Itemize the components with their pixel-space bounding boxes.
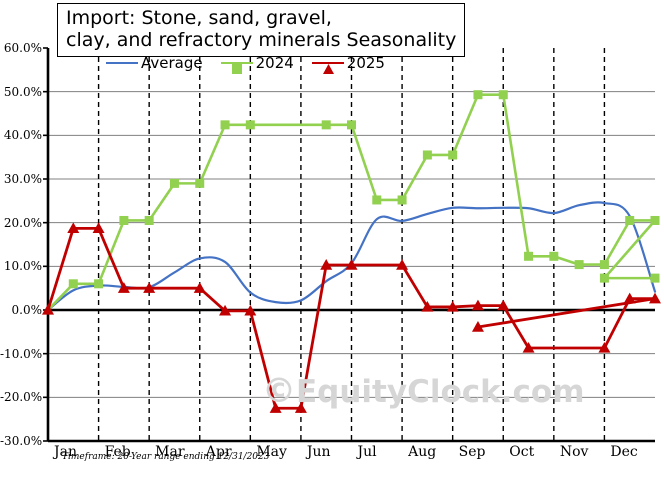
data-point-2024 xyxy=(347,120,356,130)
x-axis-tick-label: Feb xyxy=(104,444,131,460)
data-point-2024 xyxy=(397,195,407,205)
chart-title-line-2: clay, and refractory minerals Seasonalit… xyxy=(66,29,457,51)
data-point-2024 xyxy=(68,279,78,289)
data-point-2025 xyxy=(117,282,130,293)
legend-label-average: Average xyxy=(141,54,203,72)
y-axis-tick-label: 60.0% xyxy=(3,41,42,55)
y-axis-tick-label: 30.0% xyxy=(3,172,42,186)
data-point-2024 xyxy=(321,120,331,130)
data-point-2024 xyxy=(650,215,660,225)
series-line-2025 xyxy=(46,226,657,410)
data-point-2025 xyxy=(244,304,257,316)
x-axis-tick-label: Mar xyxy=(155,444,185,460)
data-point-2025 xyxy=(497,299,510,311)
data-point-2024 xyxy=(524,251,534,261)
data-point-2025 xyxy=(471,321,484,332)
y-axis-tick-label: 0.0% xyxy=(11,303,43,317)
data-point-2024 xyxy=(245,120,255,130)
data-point-2025 xyxy=(193,282,206,293)
data-point-2025 xyxy=(598,341,611,353)
data-point-2024 xyxy=(574,260,584,270)
data-point-2025 xyxy=(42,304,54,315)
legend-swatch-2025 xyxy=(311,56,344,74)
data-point-2024 xyxy=(625,215,635,225)
legend-item-2024[interactable]: 2024 xyxy=(220,54,294,74)
y-axis-tick-label: 10.0% xyxy=(3,259,42,274)
data-point-2025 xyxy=(471,299,484,311)
data-point-2024 xyxy=(372,195,382,205)
y-axis-tick-label: 50.0% xyxy=(3,84,42,99)
data-point-2024 xyxy=(169,178,179,188)
x-axis-tick-label: Aug xyxy=(408,444,437,460)
chart-footnote: Timeframe: 20-Year range ending 12/31/20… xyxy=(62,452,270,462)
data-point-2024 xyxy=(650,273,660,283)
data-point-2025 xyxy=(446,300,459,312)
x-axis-tick-label: Apr xyxy=(205,444,232,460)
x-axis-tick-label: Sep xyxy=(458,444,486,460)
data-point-2024 xyxy=(220,120,230,130)
chart-legend: Average 2024 2025 xyxy=(106,54,385,74)
x-axis-tick-label: Jan xyxy=(54,444,77,460)
data-point-2024 xyxy=(473,90,483,100)
data-point-2024 xyxy=(498,90,508,100)
data-point-2024 xyxy=(144,215,154,225)
chart-title-line-1: Import: Stone, sand, gravel, xyxy=(66,7,332,29)
x-axis-tick-label: Nov xyxy=(559,444,589,460)
data-point-2025 xyxy=(649,292,661,304)
data-point-2025 xyxy=(421,300,434,312)
x-axis-tick-label: May xyxy=(256,444,287,460)
y-axis-tick-label: -20.0% xyxy=(0,390,43,405)
legend-item-2025[interactable]: 2025 xyxy=(311,54,385,74)
legend-swatch-average xyxy=(106,56,138,70)
data-point-2024 xyxy=(599,260,609,270)
x-axis-tick-label: Dec xyxy=(610,444,638,460)
data-point-2025 xyxy=(623,292,636,304)
legend-swatch-2024 xyxy=(220,56,253,74)
data-point-2025 xyxy=(219,304,232,316)
data-point-2024 xyxy=(422,150,432,160)
square-marker-icon xyxy=(231,59,242,78)
data-point-2025 xyxy=(92,222,105,234)
x-axis-tick-label: Jul xyxy=(357,444,377,460)
data-point-2025 xyxy=(396,259,409,270)
data-point-2025 xyxy=(143,282,156,293)
data-point-2024 xyxy=(94,279,104,289)
data-point-2024 xyxy=(448,150,458,160)
triangle-marker-icon xyxy=(322,59,334,78)
data-point-2024 xyxy=(195,178,205,188)
x-axis-tick-label: Jun xyxy=(306,444,331,460)
data-point-2025 xyxy=(67,222,80,234)
data-point-2024 xyxy=(119,215,129,225)
data-point-2024 xyxy=(549,251,559,261)
y-axis-tick-label: 20.0% xyxy=(3,215,42,230)
data-point-2025 xyxy=(320,259,333,270)
legend-label-2025: 2025 xyxy=(346,54,385,72)
data-point-2025 xyxy=(522,341,535,353)
data-point-2025 xyxy=(345,259,358,270)
x-axis-tick-label: Oct xyxy=(509,444,535,460)
legend-item-average[interactable]: Average xyxy=(106,54,203,72)
legend-label-2024: 2024 xyxy=(255,54,294,72)
chart-title-box: Import: Stone, sand, gravel, clay, and r… xyxy=(57,3,466,57)
data-point-2025 xyxy=(294,402,307,413)
data-point-2025 xyxy=(269,402,282,413)
y-axis-tick-label: -10.0% xyxy=(0,346,43,361)
y-axis-tick-label: -30.0% xyxy=(0,434,43,448)
y-axis-tick-label: 40.0% xyxy=(3,128,42,143)
data-point-2024 xyxy=(599,273,609,283)
